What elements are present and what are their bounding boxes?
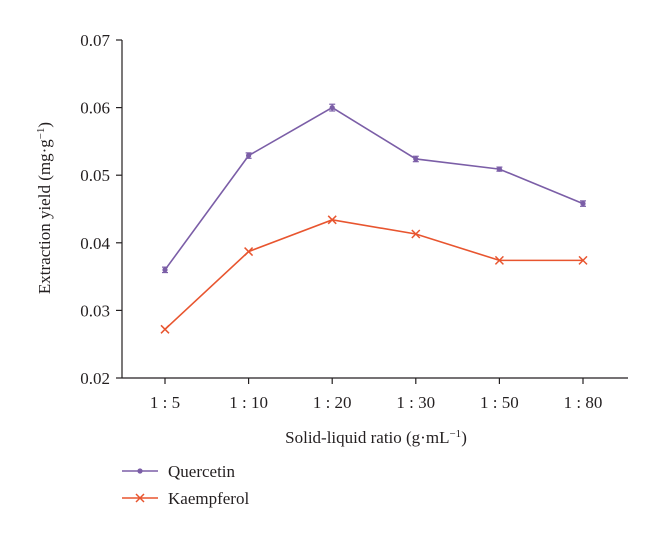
kaempferol-point	[160, 324, 170, 334]
legend-kaempferol-label: Kaempferol	[168, 489, 249, 508]
legend-kaempferol-marker	[135, 493, 145, 503]
x-tick-label: 1 : 80	[564, 393, 603, 412]
y-tick-label: 0.05	[80, 166, 110, 185]
legend: Quercetin Kaempferol	[122, 462, 249, 508]
legend-quercetin-marker	[137, 468, 143, 474]
y-tick-label: 0.07	[80, 31, 110, 50]
x-marker-stroke	[494, 255, 504, 265]
x-marker-stroke	[411, 229, 421, 239]
x-tick-label: 1 : 20	[313, 393, 352, 412]
series-layer	[160, 103, 588, 334]
x-tick-label: 1 : 50	[480, 393, 519, 412]
quercetin-point	[246, 152, 252, 159]
axes	[116, 39, 628, 384]
kaempferol-line	[164, 218, 583, 330]
y-tick-label: 0.02	[80, 369, 110, 388]
kaempferol-point	[494, 255, 504, 265]
x-marker-stroke	[160, 324, 170, 334]
kaempferol-point	[411, 229, 421, 239]
quercetin-point	[329, 105, 335, 111]
legend-quercetin-label: Quercetin	[168, 462, 236, 481]
x-marker-stroke	[578, 255, 588, 265]
x-tick-label: 1 : 5	[150, 393, 180, 412]
y-axis-title: Extraction yield (mg·g−1)	[35, 122, 54, 294]
x-marker-stroke	[244, 247, 254, 257]
quercetin-point	[496, 166, 502, 172]
quercetin-point	[413, 156, 419, 162]
x-tick-label: 1 : 30	[396, 393, 435, 412]
x-marker-stroke	[327, 215, 337, 225]
y-tick-label: 0.06	[80, 99, 110, 118]
x-tick-label: 1 : 10	[229, 393, 268, 412]
y-tick-label: 0.03	[80, 301, 110, 320]
quercetin-point	[162, 267, 168, 273]
quercetin-line	[164, 106, 584, 271]
x-axis-title: Solid-liquid ratio (g·mL−1)	[285, 428, 467, 447]
kaempferol-point	[244, 247, 254, 257]
x-marker-stroke	[135, 493, 145, 503]
tick-labels: 0.02 0.03 0.04 0.05 0.06 0.07 1 : 5 1 : 10 1 : 2…	[80, 31, 602, 412]
quercetin-point	[580, 200, 586, 207]
y-tick-label: 0.04	[80, 234, 110, 253]
kaempferol-point	[327, 215, 337, 225]
kaempferol-point	[578, 255, 588, 265]
